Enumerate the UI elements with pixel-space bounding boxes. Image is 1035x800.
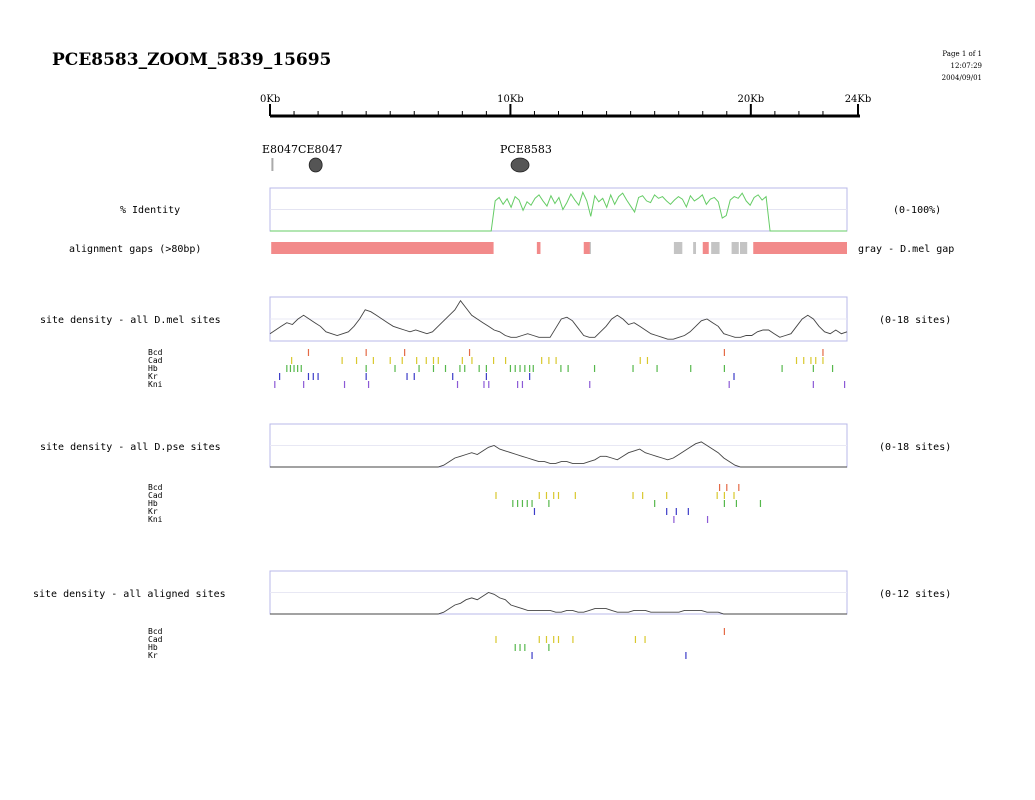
feature-label-e8047: E8047CE8047 [262, 143, 342, 156]
dmel-density-panel: site density - all D.mel sites (0-18 sit… [40, 296, 951, 389]
kb-ruler: 0Kb 10Kb 20Kb 24Kb [260, 94, 872, 118]
gap-gray-segment [740, 242, 748, 254]
feature-label-pce8583: PCE8583 [500, 143, 552, 156]
track-label-hb: Hb [148, 499, 158, 508]
gaps-label: alignment gaps (>80bp) [69, 244, 201, 255]
gap-gray-segment [711, 242, 720, 254]
feature-marker-bar [271, 158, 274, 171]
dmel-density-line [269, 299, 848, 340]
dpse-density-line [270, 441, 847, 468]
gap-pink-segment [753, 242, 847, 254]
gap-pink-segment [702, 242, 709, 254]
gap-pink-segment [583, 242, 590, 254]
dmel-density-label: site density - all D.mel sites [40, 315, 221, 326]
track-label-kr: Kr [148, 372, 158, 381]
figure-title: PCE8583_ZOOM_5839_15695 [52, 50, 331, 70]
feature-ellipse [510, 157, 530, 173]
track-label-cad: Cad [148, 491, 163, 500]
track-label-hb: Hb [148, 364, 158, 373]
gap-pink-segment [271, 242, 494, 254]
print-date: 2004/09/01 [942, 74, 982, 82]
track-label-bcd: Bcd [148, 627, 163, 636]
track-label-hb: Hb [148, 643, 158, 652]
ruler-tick-label: 10Kb [497, 94, 524, 105]
gap-gray-segment [673, 242, 683, 254]
track-label-kni: Kni [148, 515, 163, 524]
track-label-cad: Cad [148, 356, 163, 365]
gap-pink-segment [536, 242, 541, 254]
alignment-gaps-track: alignment gaps (>80bp) gray - D.mel gap [69, 242, 954, 255]
ruler-tick-label: 0Kb [260, 94, 280, 105]
gap-gray-segment [693, 242, 697, 254]
dpse-range-label: (0-18 sites) [879, 442, 951, 453]
identity-line [270, 190, 847, 232]
aligned-density-line [270, 592, 847, 615]
dpse-density-label: site density - all D.pse sites [40, 442, 221, 453]
track-label-cad: Cad [148, 635, 163, 644]
identity-panel: % Identity (0-100%) [120, 187, 941, 232]
aligned-density-panel: site density - all aligned sites (0-12 s… [33, 570, 951, 660]
ruler-tick-label: 24Kb [845, 94, 872, 105]
identity-range-label: (0-100%) [893, 205, 941, 216]
track-label-bcd: Bcd [148, 483, 163, 492]
track-label-kr: Kr [148, 507, 158, 516]
identity-label: % Identity [120, 205, 180, 216]
aligned-range-label: (0-12 sites) [879, 589, 951, 600]
aligned-density-label: site density - all aligned sites [33, 589, 226, 600]
ruler-tick-label: 20Kb [738, 94, 765, 105]
feature-ellipse [308, 157, 323, 173]
print-time: 12:07:29 [951, 62, 982, 70]
dmel-range-label: (0-18 sites) [879, 315, 951, 326]
dpse-density-panel: site density - all D.pse sites (0-18 sit… [40, 423, 951, 524]
track-label-kr: Kr [148, 651, 158, 660]
track-label-bcd: Bcd [148, 348, 163, 357]
gap-gray-segment [731, 242, 739, 254]
gaps-legend: gray - D.mel gap [858, 244, 954, 255]
page-number: Page 1 of 1 [942, 50, 982, 58]
feature-track: E8047CE8047 PCE8583 [262, 143, 552, 173]
track-label-kni: Kni [148, 380, 163, 389]
